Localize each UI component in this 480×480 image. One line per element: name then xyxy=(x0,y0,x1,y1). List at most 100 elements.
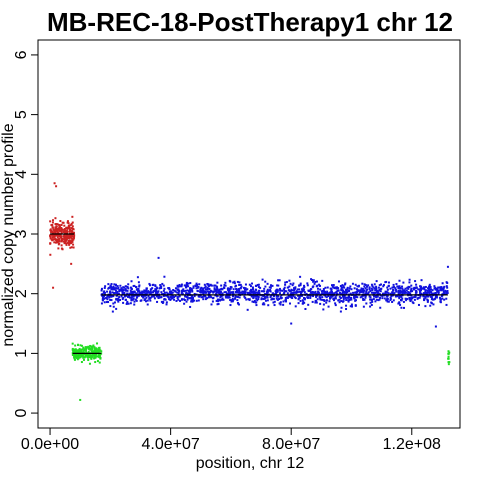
data-point xyxy=(282,300,285,303)
data-point xyxy=(266,299,269,302)
data-point xyxy=(50,229,53,232)
data-point xyxy=(445,297,448,300)
data-point xyxy=(217,300,220,303)
data-point xyxy=(49,236,52,239)
data-point xyxy=(292,282,295,285)
data-point xyxy=(232,281,235,284)
data-point xyxy=(169,292,172,295)
data-point xyxy=(377,286,380,289)
data-point xyxy=(57,231,60,234)
data-point xyxy=(154,285,157,288)
data-point xyxy=(321,279,324,282)
data-point xyxy=(127,295,129,298)
data-point xyxy=(55,230,58,233)
data-point xyxy=(130,287,133,290)
data-point xyxy=(256,284,259,286)
data-point xyxy=(314,292,317,295)
data-point xyxy=(287,289,290,292)
data-point xyxy=(134,298,137,301)
data-point xyxy=(180,292,183,295)
data-point xyxy=(375,298,378,301)
data-point xyxy=(309,289,312,292)
data-point xyxy=(324,286,327,289)
data-point xyxy=(409,300,412,303)
data-point xyxy=(303,298,306,301)
data-point xyxy=(203,286,206,289)
data-point xyxy=(177,285,180,288)
data-point xyxy=(93,346,96,349)
data-point xyxy=(353,287,356,290)
data-point xyxy=(96,342,99,345)
data-point xyxy=(184,289,187,292)
data-point xyxy=(113,292,116,295)
series-3 xyxy=(447,350,451,366)
data-point xyxy=(165,301,168,304)
data-point xyxy=(445,285,448,288)
data-point xyxy=(235,289,238,292)
data-point xyxy=(255,304,258,307)
data-point xyxy=(238,291,241,294)
data-point xyxy=(260,290,263,293)
data-point xyxy=(126,289,129,292)
data-point xyxy=(251,300,254,303)
data-point xyxy=(434,296,437,299)
data-point xyxy=(68,236,71,239)
data-point xyxy=(70,246,73,249)
data-point xyxy=(123,291,126,294)
data-point xyxy=(56,234,59,237)
data-point xyxy=(120,295,123,298)
data-point xyxy=(233,280,236,283)
data-point xyxy=(180,283,183,286)
data-point xyxy=(309,296,312,299)
data-point xyxy=(442,290,445,293)
data-point xyxy=(323,300,326,302)
data-point xyxy=(279,303,282,306)
data-point xyxy=(105,297,108,300)
data-point xyxy=(151,295,154,298)
data-point xyxy=(256,291,259,294)
data-point xyxy=(401,297,404,300)
data-point xyxy=(355,295,358,298)
data-point xyxy=(381,294,384,297)
data-point xyxy=(384,292,387,295)
data-point xyxy=(59,230,62,233)
data-point xyxy=(315,301,318,304)
data-point xyxy=(318,284,321,287)
data-point xyxy=(185,285,188,288)
data-point xyxy=(166,292,169,295)
data-point xyxy=(278,302,281,305)
data-point xyxy=(286,296,289,299)
data-point xyxy=(386,295,389,298)
data-point xyxy=(116,285,119,288)
data-point xyxy=(58,228,61,231)
data-point xyxy=(202,295,205,298)
data-point xyxy=(177,298,180,301)
data-point xyxy=(399,303,402,306)
data-point xyxy=(257,296,260,299)
data-point xyxy=(234,296,237,299)
data-point xyxy=(149,290,152,293)
data-point xyxy=(187,290,190,293)
data-point xyxy=(325,301,328,304)
data-point xyxy=(342,296,345,299)
data-point xyxy=(410,287,413,290)
data-point xyxy=(160,293,163,296)
data-point xyxy=(60,232,63,235)
data-point xyxy=(64,238,67,241)
data-point xyxy=(163,287,166,290)
data-point xyxy=(65,242,68,245)
data-point xyxy=(379,296,382,299)
data-point xyxy=(61,248,64,251)
data-point xyxy=(59,235,62,238)
data-point xyxy=(333,292,336,295)
data-point xyxy=(72,350,75,353)
data-point xyxy=(163,298,166,301)
data-point xyxy=(422,287,425,290)
data-point xyxy=(435,296,438,299)
data-point xyxy=(322,292,325,295)
y-tick-label: 6 xyxy=(13,50,30,59)
data-point xyxy=(237,291,240,294)
data-point xyxy=(63,234,66,237)
data-point xyxy=(71,240,74,243)
data-point xyxy=(173,289,176,292)
